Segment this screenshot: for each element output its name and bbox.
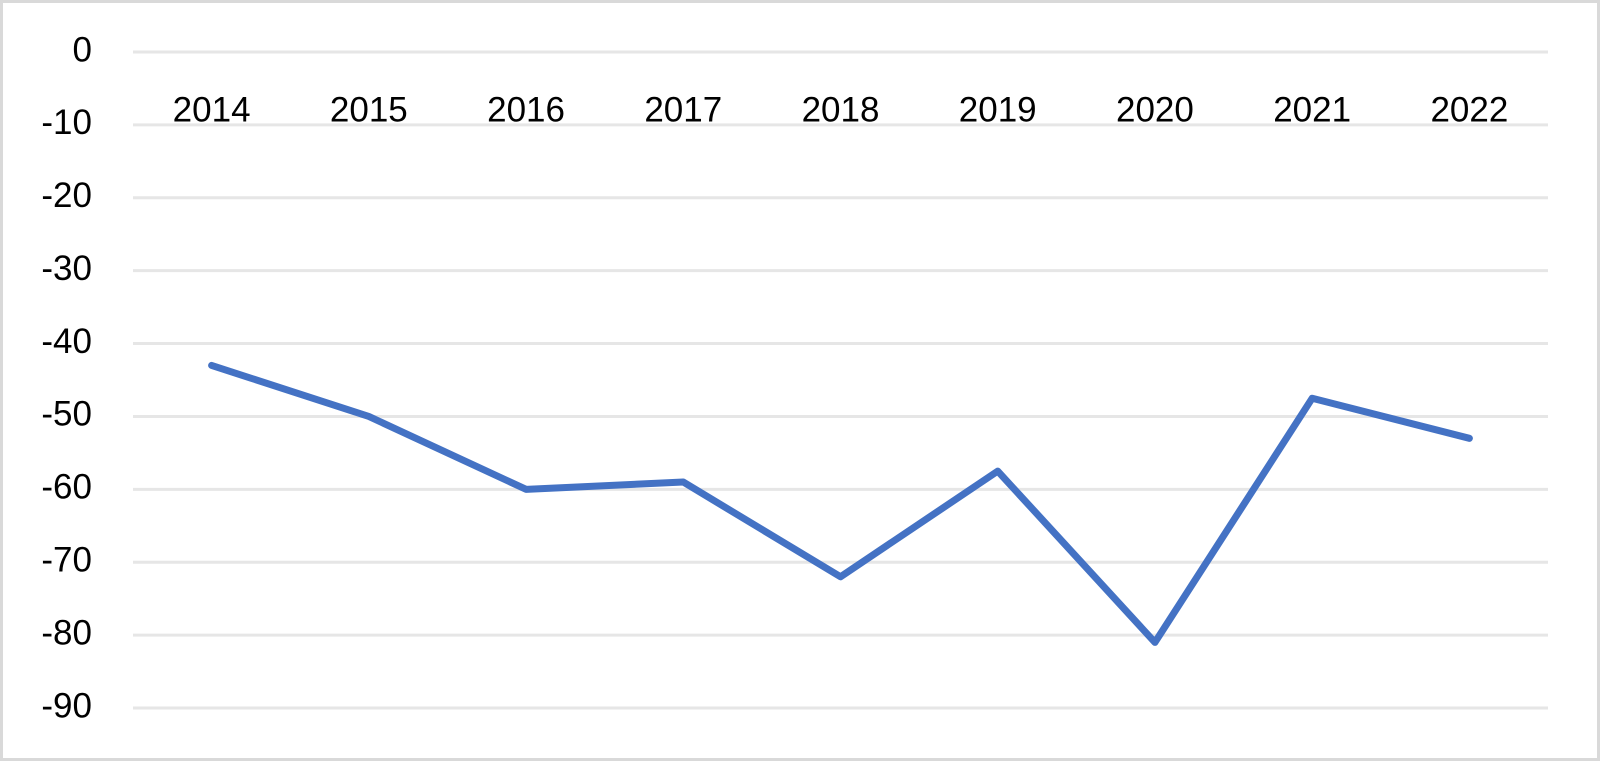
x-tick-label: 2018 <box>802 90 880 129</box>
y-tick-label: 0 <box>73 30 92 69</box>
y-tick-label: -70 <box>41 540 92 579</box>
y-tick-label: -60 <box>41 468 92 507</box>
y-tick-label: -30 <box>41 249 92 288</box>
y-tick-label: -40 <box>41 322 92 361</box>
y-tick-label: -90 <box>41 686 92 725</box>
x-tick-label: 2021 <box>1273 90 1351 129</box>
data-line <box>208 361 1473 646</box>
x-tick-label: 2015 <box>330 90 408 129</box>
x-tick-label: 2022 <box>1430 90 1508 129</box>
y-tick-label: -80 <box>41 613 92 652</box>
y-tick-label: -20 <box>41 176 92 215</box>
y-tick-label: -50 <box>41 395 92 434</box>
y-tick-label: -10 <box>41 103 92 142</box>
x-tick-label: 2016 <box>487 90 565 129</box>
x-tick-label: 2019 <box>959 90 1037 129</box>
x-tick-label: 2017 <box>644 90 722 129</box>
x-tick-label: 2014 <box>173 90 251 129</box>
x-tick-label: 2020 <box>1116 90 1194 129</box>
